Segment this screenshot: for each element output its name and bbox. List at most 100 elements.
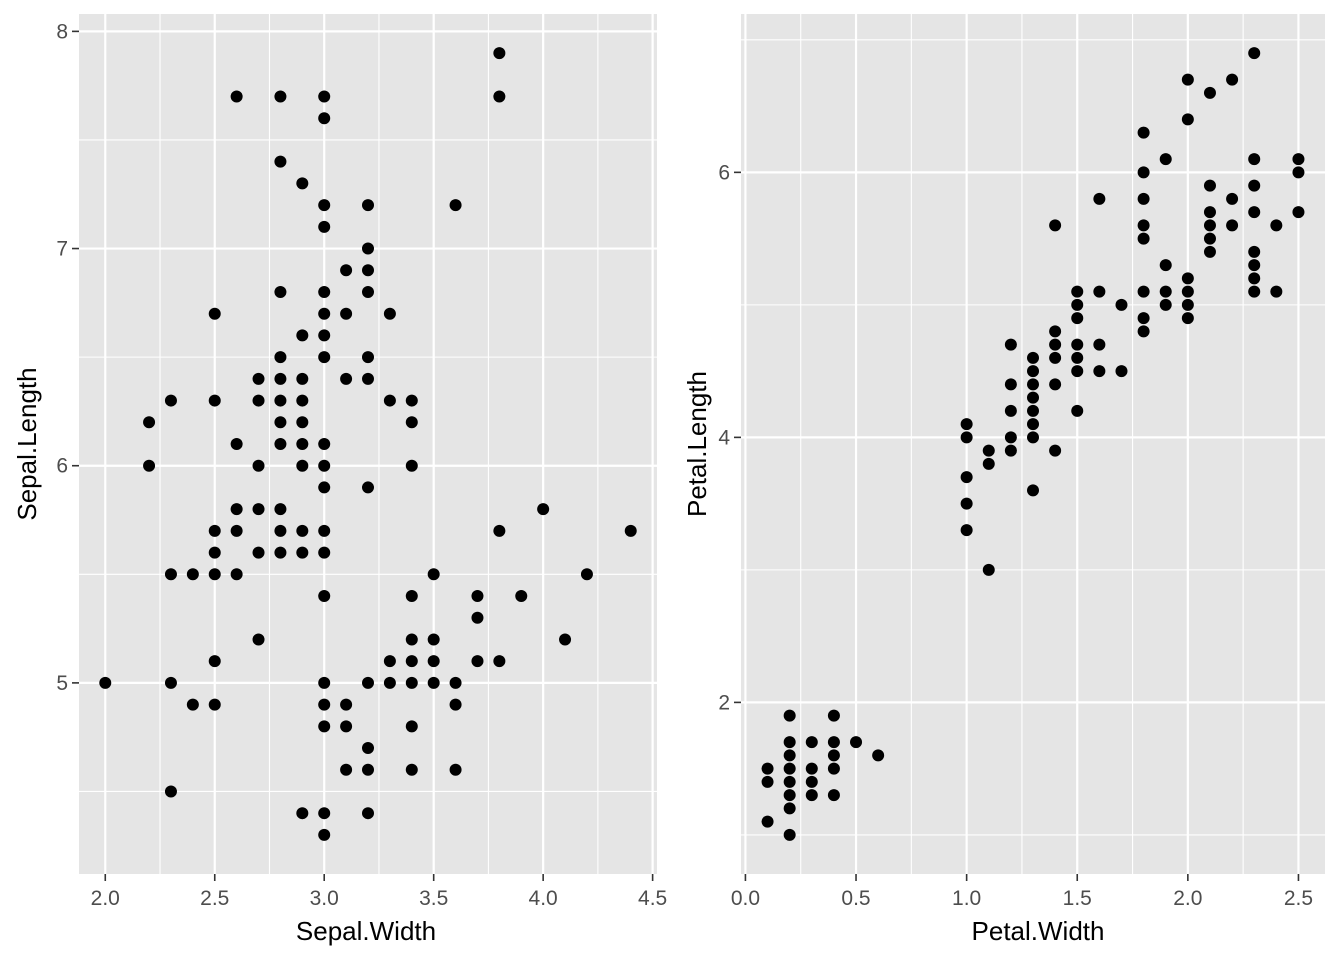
- sepal-data-point: [186, 698, 199, 711]
- petal-data-point: [1027, 431, 1039, 444]
- sepal-data-point: [296, 807, 309, 820]
- petal-data-point: [1093, 338, 1106, 351]
- petal-data-point: [805, 789, 818, 802]
- sepal-data-point: [318, 524, 331, 537]
- petal-data-point: [1049, 325, 1062, 338]
- sepal-data-point: [405, 763, 418, 776]
- sepal-data-point: [340, 720, 353, 733]
- sepal-x-tick-label: 4.0: [529, 887, 558, 910]
- sepal-data-point: [405, 676, 418, 689]
- sepal-data-point: [296, 329, 309, 342]
- petal-data-point: [1292, 206, 1305, 219]
- petal-data-point: [1027, 351, 1039, 364]
- sepal-y-axis-title: Sepal.Length: [12, 367, 42, 520]
- petal-data-point: [1137, 325, 1150, 338]
- sepal-data-point: [405, 655, 418, 668]
- sepal-data-point: [318, 438, 331, 450]
- petal-data-point: [827, 709, 840, 722]
- petal-data-point: [783, 762, 796, 775]
- sepal-data-point: [274, 372, 287, 385]
- petal-data-point: [1071, 298, 1084, 311]
- sepal-data-point: [296, 394, 309, 407]
- petal-data-point: [1027, 365, 1039, 378]
- sepal-data-point: [274, 416, 287, 429]
- petal-data-point: [1159, 153, 1172, 166]
- petal-data-point: [1071, 285, 1084, 298]
- sepal-data-point: [405, 633, 418, 646]
- petal-data-point: [783, 789, 796, 802]
- petal-data-point: [1159, 285, 1172, 298]
- sepal-data-point: [318, 199, 331, 212]
- petal-data-point: [783, 775, 796, 788]
- petal-data-point: [1049, 378, 1062, 391]
- sepal-data-point: [164, 568, 177, 581]
- sepal-data-point: [274, 524, 287, 537]
- sepal-data-point: [296, 416, 309, 429]
- sepal-data-point: [230, 524, 243, 537]
- sepal-data-point: [362, 264, 374, 277]
- sepal-data-point: [274, 503, 287, 516]
- petal-y-tick-label: 4: [718, 426, 730, 449]
- sepal-data-point: [427, 568, 440, 581]
- petal-data-point: [1248, 259, 1261, 272]
- sepal-data-point: [208, 524, 221, 537]
- sepal-data-point: [230, 438, 243, 450]
- sepal-data-point: [427, 655, 440, 668]
- petal-data-point: [1027, 378, 1039, 391]
- sepal-data-point: [537, 503, 550, 516]
- petal-data-point: [1292, 166, 1305, 179]
- sepal-data-point: [405, 590, 418, 603]
- sepal-data-point: [340, 264, 353, 277]
- petal-data-point: [1093, 285, 1106, 298]
- petal-data-point: [1004, 338, 1017, 351]
- petal-x-axis-title: Petal.Width: [972, 916, 1105, 946]
- petal-data-point: [1027, 404, 1039, 417]
- sepal-data-point: [362, 742, 374, 755]
- petal-data-point: [982, 457, 995, 470]
- petal-data-point: [783, 802, 796, 815]
- sepal-data-point: [405, 416, 418, 429]
- sepal-data-point: [230, 568, 243, 581]
- petal-data-point: [1226, 219, 1239, 232]
- sepal-data-point: [164, 676, 177, 689]
- petal-data-point: [1071, 312, 1084, 325]
- sepal-data-point: [318, 546, 331, 559]
- petal-data-point: [1137, 219, 1150, 232]
- petal-data-point: [1137, 312, 1150, 325]
- sepal-data-point: [296, 177, 309, 190]
- sepal-data-point: [493, 90, 506, 103]
- petal-data-point: [1027, 418, 1039, 431]
- petal-data-point: [1137, 192, 1150, 205]
- petal-data-point: [960, 524, 973, 537]
- petal-data-point: [1203, 206, 1216, 219]
- sepal-data-point: [405, 720, 418, 733]
- petal-data-point: [1049, 444, 1062, 457]
- petal-data-point: [1071, 404, 1084, 417]
- petal-data-point: [827, 749, 840, 762]
- petal-data-point: [1071, 338, 1084, 351]
- sepal-y-tick-label: 5: [56, 672, 68, 695]
- sepal-data-point: [493, 47, 506, 60]
- sepal-data-point: [318, 698, 331, 711]
- sepal-data-point: [296, 546, 309, 559]
- sepal-data-point: [362, 199, 374, 212]
- petal-x-tick-label: 1.5: [1063, 887, 1092, 910]
- sepal-data-point: [252, 372, 265, 385]
- sepal-data-point: [274, 155, 287, 168]
- sepal-data-point: [318, 459, 331, 472]
- petal-data-point: [960, 471, 973, 484]
- sepal-data-point: [340, 307, 353, 320]
- petal-data-point: [1115, 365, 1128, 378]
- sepal-data-point: [340, 698, 353, 711]
- petal-y-axis-title: Petal.Length: [682, 371, 712, 517]
- petal-data-point: [1049, 219, 1062, 232]
- petal-data-point: [1093, 192, 1106, 205]
- petal-data-point: [1292, 153, 1305, 166]
- sepal-data-point: [164, 785, 177, 798]
- petal-data-point: [827, 789, 840, 802]
- sepal-data-point: [208, 568, 221, 581]
- sepal-data-point: [318, 351, 331, 364]
- sepal-data-point: [471, 590, 484, 603]
- sepal-data-point: [208, 394, 221, 407]
- petal-data-point: [960, 497, 973, 510]
